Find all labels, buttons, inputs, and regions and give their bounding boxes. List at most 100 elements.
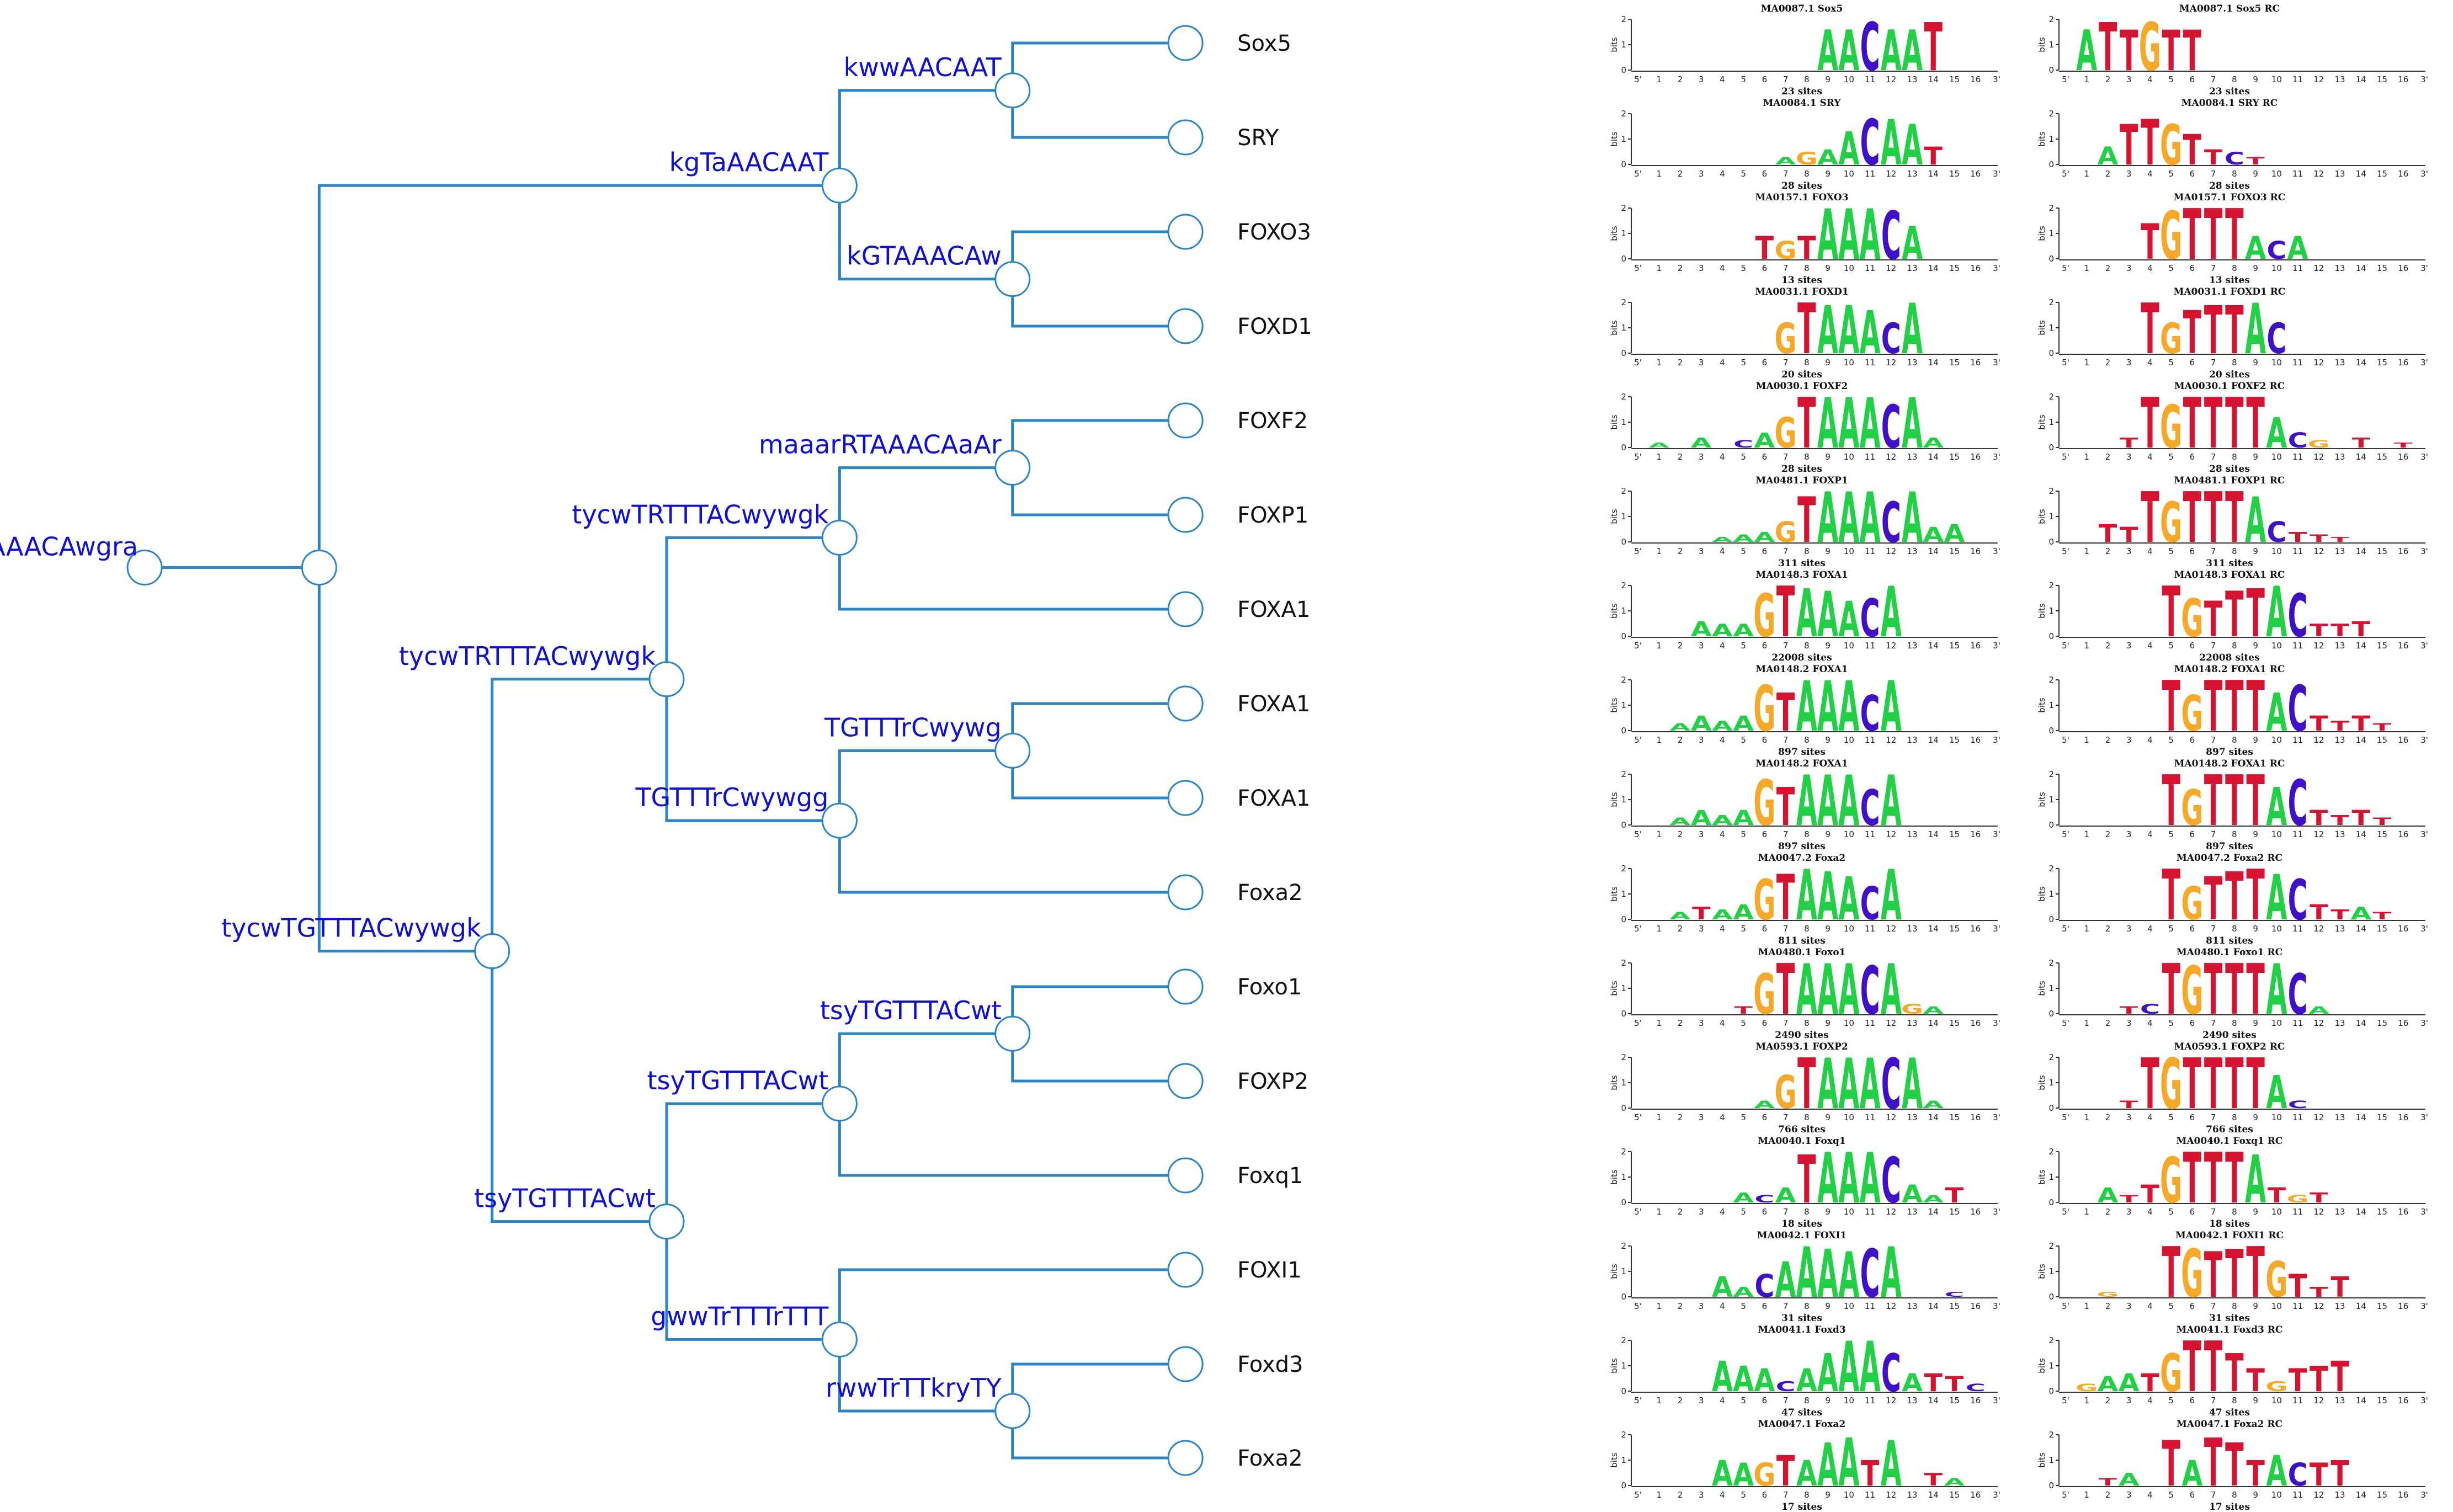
x-tick-label: 12 [2313,641,2324,651]
logo-column-15: C [1945,1291,1965,1298]
x-tick-label: 2 [1678,1207,1683,1217]
x-tick-label: 16 [2398,1207,2408,1217]
x-tick-label: 4 [1720,735,1725,745]
logo-column-5: T [2162,760,2180,842]
logo-letter: A [1691,435,1712,451]
tree-branch [1011,419,1186,468]
y-tick-label: 2 [1621,1430,1626,1440]
logo-column-8: T [1797,289,1816,370]
logo-letter: A [1817,578,1838,651]
y-tick-label: 2 [2048,864,2054,874]
y-tick-label: 1 [1621,889,1626,899]
logo-column-13: T [2330,718,2349,734]
x-tick-label: 6 [1762,1301,1768,1311]
y-tick-label: 1 [1621,1361,1626,1371]
logo-column-3: A [2119,1369,2140,1397]
logo-letter: A [1669,815,1690,827]
x-tick-label: 5 [2168,735,2174,745]
logo-column-7: T [2204,949,2222,1031]
x-tick-label: 11 [1865,829,1875,839]
x-tick-label: 10 [2271,829,2282,839]
x-tick-label: 10 [1844,924,1854,934]
logo-letter: T [2310,1360,2328,1400]
logo-column-6: C [1754,1192,1774,1205]
x-tick-label: 16 [2398,735,2408,745]
x-tick-label: 6 [1762,1018,1768,1028]
logo-column-6: A [1754,1362,1775,1399]
logo-column-9: T [2246,666,2264,748]
x-tick-label: 2 [1678,1301,1683,1311]
logo-letter: T [2204,383,2222,465]
x-tick-label: 5' [1634,1112,1642,1122]
y-tick-label: 2 [1621,14,1626,24]
logo-column-8: T [2225,760,2243,842]
x-tick-label: 6 [1762,1207,1768,1217]
logo-sites: 22008 sites [2199,652,2259,663]
logo-letter: A [1796,666,1817,748]
x-tick-label: 9 [1825,263,1831,273]
logo-column-9: A [1817,666,1838,748]
logo-column-13: T [2330,1454,2349,1494]
x-tick-label: 5 [2168,1490,2174,1500]
logo-column-7: T [2204,591,2223,648]
x-tick-label: 12 [1886,924,1896,934]
x-tick-label: 11 [1865,1396,1875,1405]
x-tick-label: 16 [1970,641,1981,651]
logo-title: MA0047.1 Foxa2 RC [2177,1419,2282,1430]
leaf-label: FOXA1 [1237,691,1310,717]
logo-title: MA0480.1 Foxo1 RC [2177,947,2282,958]
y-tick-label: 1 [1621,983,1626,993]
x-tick-label: 3' [2420,641,2428,651]
logo-column-12: C [1881,198,1901,275]
logo-title: MA0030.1 FOXF2 RC [2174,381,2285,392]
x-tick-label: 8 [2232,641,2237,651]
logo-column-4: A [1712,1271,1733,1303]
logo-letter: A [1902,113,1923,178]
logo-letter: T [2162,1428,2180,1500]
y-tick-label: 0 [1621,537,1626,547]
x-tick-label: 10 [2271,1207,2282,1217]
x-tick-label: 5 [2168,452,2174,462]
logo-letter: A [1712,1353,1733,1402]
logo-column-6: G [2181,1236,2203,1313]
logo-column-4: T [2141,1369,2159,1397]
x-tick-label: 9 [2253,1396,2258,1405]
logo-column-8: T [1797,230,1816,267]
logo-title: MA0593.1 FOXP2 RC [2174,1041,2285,1052]
x-tick-label: 8 [1804,546,1810,556]
logo-column-10: A [1838,666,1859,748]
x-tick-label: 15 [1949,829,1960,839]
logo-column-13: T [2330,1353,2349,1402]
logo-column-9: T [2246,855,2264,936]
x-tick-label: 4 [2147,1112,2153,1122]
logo-letter: T [2246,155,2265,167]
x-tick-label: 16 [1970,546,1981,556]
logo-letter: T [2204,949,2222,1031]
x-tick-label: 16 [2398,1396,2408,1405]
x-tick-label: 4 [1720,829,1725,839]
tree-branch [1011,90,1186,139]
x-tick-label: 11 [1865,74,1875,84]
logo-column-14: A [2350,903,2371,924]
logo-sites: 311 sites [2206,558,2253,569]
tree-branch [1011,467,1186,517]
logo-letter: A [1733,711,1754,736]
logo-letter: A [1817,760,1838,842]
x-tick-label: 11 [2292,641,2303,651]
tree-branch [1011,750,1186,800]
y-axis-label: bits [2037,1358,2047,1373]
x-tick-label: 6 [2190,1207,2195,1217]
logo-letter: A [1881,666,1902,748]
x-tick-label: 13 [2335,641,2345,651]
x-tick-label: 3' [2420,1396,2428,1405]
logo-column-12: C [1881,315,1901,364]
x-tick-label: 2 [1678,169,1683,179]
x-tick-label: 1 [1656,641,1662,651]
logo-letter: T [2330,718,2349,734]
x-tick-label: 15 [2377,735,2387,745]
x-tick-label: 6 [1762,829,1768,839]
tree-branch [491,678,667,951]
